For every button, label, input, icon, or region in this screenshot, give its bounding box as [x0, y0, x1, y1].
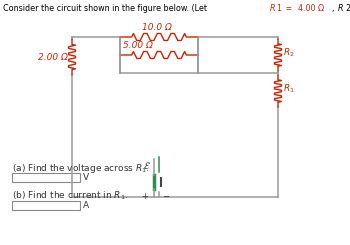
Bar [12, 201, 80, 210]
Text: 10.0 Ω: 10.0 Ω [142, 23, 172, 32]
Text: (a) Find the voltage across $R_1$.: (a) Find the voltage across $R_1$. [12, 162, 150, 175]
Text: 1: 1 [276, 4, 281, 13]
Text: R: R [338, 4, 344, 13]
Text: R: R [270, 4, 275, 13]
Text: 5.00 Ω: 5.00 Ω [123, 41, 153, 50]
Text: $R_2$: $R_2$ [283, 47, 295, 59]
Text: $\mathcal{E}$: $\mathcal{E}$ [143, 160, 151, 171]
Text: −: − [162, 192, 169, 201]
Text: ,: , [332, 4, 337, 13]
Text: (b) Find the current in $R_1$.: (b) Find the current in $R_1$. [12, 190, 128, 203]
Text: +: + [141, 192, 148, 201]
Text: 2: 2 [345, 4, 350, 13]
Text: V: V [83, 173, 89, 182]
Text: 4.00 Ω: 4.00 Ω [298, 4, 324, 13]
Text: 2.00 Ω: 2.00 Ω [38, 52, 68, 61]
Text: A: A [83, 201, 89, 210]
Bar [12, 173, 80, 182]
Text: =: = [283, 4, 295, 13]
Text: Consider the circuit shown in the figure below. (Let: Consider the circuit shown in the figure… [3, 4, 210, 13]
Text: $R_1$: $R_1$ [283, 83, 295, 95]
